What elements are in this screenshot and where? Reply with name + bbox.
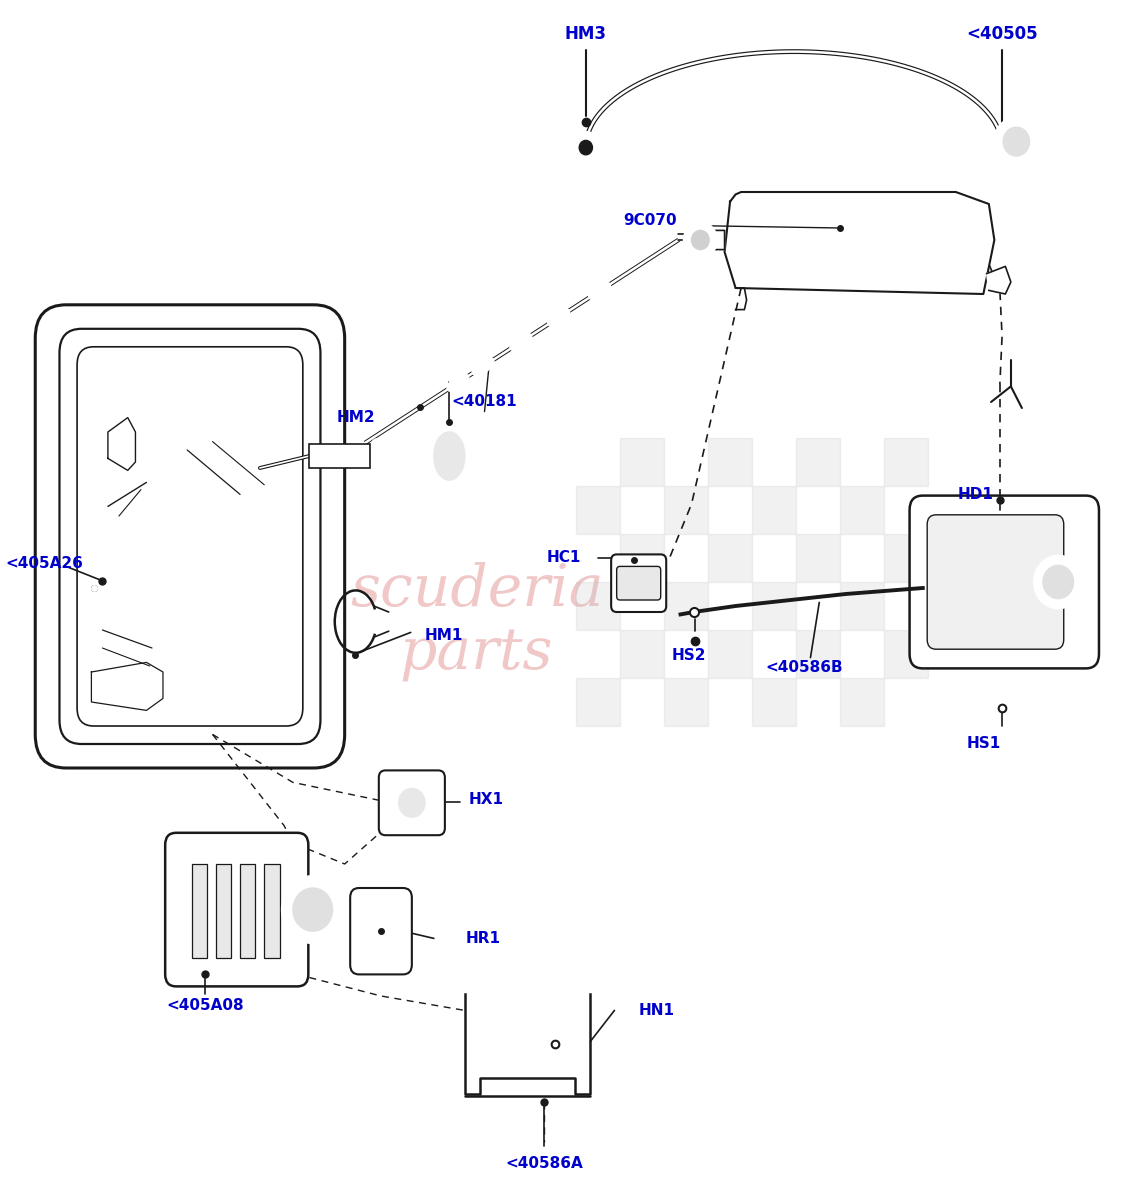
- Circle shape: [1034, 556, 1083, 608]
- FancyBboxPatch shape: [927, 515, 1064, 649]
- Text: HC1: HC1: [547, 551, 582, 565]
- Text: HM2: HM2: [336, 410, 376, 425]
- Text: <40586A: <40586A: [506, 1157, 583, 1171]
- Text: HM3: HM3: [565, 25, 606, 43]
- Polygon shape: [678, 230, 724, 250]
- Bar: [664, 678, 708, 726]
- Text: HM1: HM1: [425, 629, 463, 643]
- Bar: [708, 630, 752, 678]
- Circle shape: [1003, 127, 1029, 156]
- Polygon shape: [724, 192, 994, 294]
- Ellipse shape: [589, 282, 610, 300]
- Bar: [192, 864, 207, 958]
- Circle shape: [994, 118, 1038, 166]
- FancyBboxPatch shape: [165, 833, 308, 986]
- Ellipse shape: [447, 374, 469, 391]
- Text: <405A08: <405A08: [166, 998, 243, 1013]
- Text: HS1: HS1: [966, 737, 1000, 751]
- Bar: [664, 486, 708, 534]
- Ellipse shape: [421, 439, 437, 473]
- Ellipse shape: [548, 310, 569, 326]
- Text: HD1: HD1: [957, 487, 993, 502]
- FancyBboxPatch shape: [617, 566, 660, 600]
- Bar: [752, 582, 796, 630]
- Circle shape: [580, 140, 592, 155]
- Bar: [620, 534, 664, 582]
- Bar: [309, 444, 370, 468]
- Bar: [576, 486, 620, 534]
- Bar: [576, 678, 620, 726]
- Circle shape: [281, 876, 343, 943]
- FancyBboxPatch shape: [350, 888, 411, 974]
- Bar: [752, 678, 796, 726]
- Ellipse shape: [351, 439, 367, 473]
- Text: HR1: HR1: [466, 931, 501, 946]
- Bar: [841, 582, 884, 630]
- FancyBboxPatch shape: [611, 554, 666, 612]
- Ellipse shape: [472, 358, 494, 374]
- Circle shape: [399, 788, 425, 817]
- FancyBboxPatch shape: [379, 770, 445, 835]
- Bar: [796, 534, 841, 582]
- Bar: [664, 582, 708, 630]
- Ellipse shape: [427, 422, 471, 490]
- Bar: [884, 438, 928, 486]
- Text: HN1: HN1: [639, 1003, 675, 1018]
- Circle shape: [293, 888, 333, 931]
- Bar: [796, 630, 841, 678]
- Text: <40586B: <40586B: [765, 660, 843, 674]
- Bar: [708, 534, 752, 582]
- Text: <40181: <40181: [452, 395, 517, 409]
- Circle shape: [572, 132, 600, 163]
- Ellipse shape: [510, 334, 531, 350]
- Text: <405A26: <405A26: [6, 557, 83, 571]
- Text: scuderia: scuderia: [350, 562, 604, 619]
- Bar: [216, 864, 231, 958]
- Bar: [884, 630, 928, 678]
- Polygon shape: [986, 266, 1011, 294]
- Bar: [620, 438, 664, 486]
- Ellipse shape: [387, 439, 402, 473]
- Circle shape: [692, 230, 710, 250]
- Bar: [708, 438, 752, 486]
- Text: 9C070: 9C070: [623, 214, 676, 228]
- Ellipse shape: [434, 432, 465, 480]
- Bar: [620, 630, 664, 678]
- Bar: [752, 486, 796, 534]
- Text: HS2: HS2: [673, 648, 706, 662]
- Bar: [884, 534, 928, 582]
- Bar: [576, 582, 620, 630]
- Bar: [796, 438, 841, 486]
- Circle shape: [1043, 565, 1074, 599]
- Text: <40505: <40505: [966, 25, 1038, 43]
- Text: HX1: HX1: [469, 792, 504, 806]
- FancyBboxPatch shape: [909, 496, 1099, 668]
- Bar: [841, 486, 884, 534]
- Bar: [841, 678, 884, 726]
- Ellipse shape: [405, 439, 419, 473]
- Circle shape: [684, 222, 716, 258]
- Text: parts: parts: [400, 625, 554, 683]
- Bar: [240, 864, 256, 958]
- Ellipse shape: [369, 439, 385, 473]
- Bar: [265, 864, 280, 958]
